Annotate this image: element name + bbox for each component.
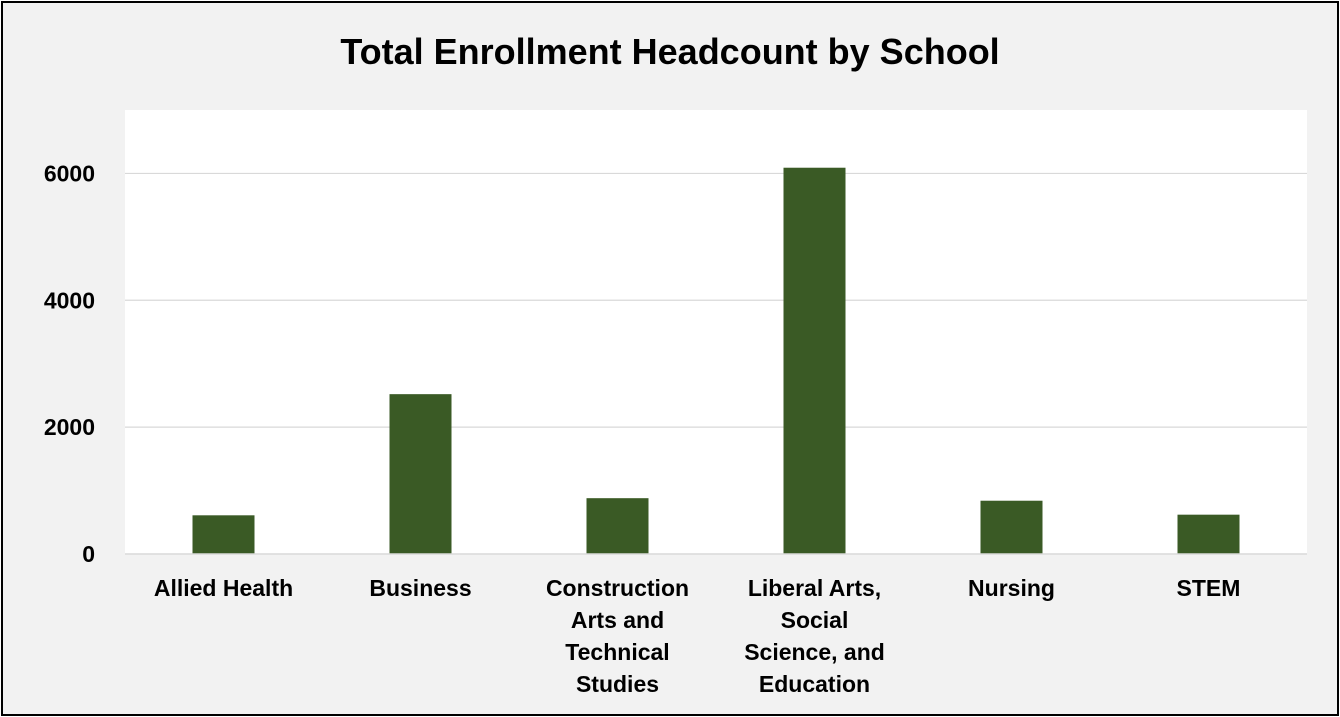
plot-area (125, 110, 1307, 554)
x-tick-label: Nursing (968, 575, 1055, 601)
gridlines (125, 172, 1307, 428)
x-tick-label-line: Liberal Arts, (748, 575, 881, 601)
y-tick-label: 6000 (44, 160, 95, 186)
x-tick-label-line: Nursing (968, 575, 1055, 601)
x-tick-label-line: Social (781, 607, 849, 633)
x-tick-label-line: Business (369, 575, 471, 601)
x-tick-label: Liberal Arts, Social Science, and Education (744, 575, 885, 697)
x-tick-label: Construction Arts and Technical Studies (546, 575, 689, 697)
y-axis-ticks: 0 2000 4000 6000 (44, 160, 95, 567)
x-tick-label-line: Education (759, 671, 870, 697)
x-tick-label: Allied Health (154, 575, 293, 601)
bar (980, 500, 1043, 554)
x-tick-label-line: Studies (576, 671, 659, 697)
x-tick-label-line: Arts and (571, 607, 664, 633)
bar (389, 394, 452, 554)
bars (192, 167, 1240, 554)
x-tick-label-line: Technical (565, 639, 669, 665)
bar (783, 167, 846, 554)
x-axis-ticks: Allied Health Business Construction Arts an… (154, 575, 1241, 697)
x-tick-label: Business (369, 575, 471, 601)
bar (1177, 514, 1240, 554)
x-tick-label-line: Science, and (744, 639, 885, 665)
bar (192, 515, 255, 554)
y-tick-label: 4000 (44, 287, 95, 313)
y-tick-label: 0 (82, 541, 95, 567)
x-tick-label-line: Construction (546, 575, 689, 601)
x-tick-label-line: STEM (1177, 575, 1241, 601)
bar (586, 498, 649, 554)
chart-plot: 0 2000 4000 6000 Allied Health Business Const… (44, 110, 1307, 697)
x-tick-label-line: Allied Health (154, 575, 293, 601)
y-tick-label: 2000 (44, 414, 95, 440)
x-tick-label: STEM (1177, 575, 1241, 601)
chart-title: Total Enrollment Headcount by School (340, 31, 1000, 72)
